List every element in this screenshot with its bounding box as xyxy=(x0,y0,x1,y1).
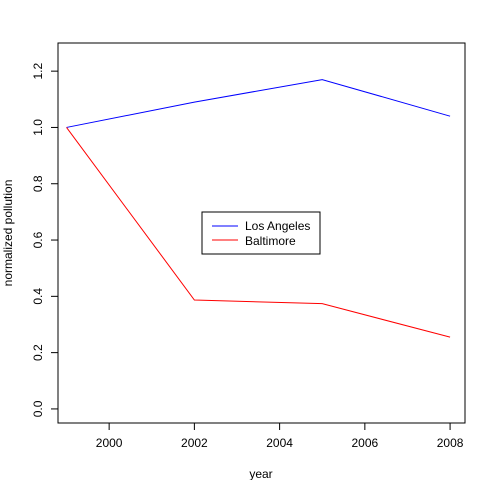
y-axis-label: normalized pollution xyxy=(1,180,15,287)
series-line-baltimore xyxy=(66,127,451,338)
x-tick-label: 2004 xyxy=(266,436,293,450)
y-tick-label: 1.2 xyxy=(31,62,45,79)
y-tick-label: 0.4 xyxy=(31,288,45,305)
x-tick-label: 2006 xyxy=(351,436,378,450)
x-axis-label: year xyxy=(249,467,272,480)
x-tick-label: 2002 xyxy=(181,436,208,450)
legend-label-baltimore: Baltimore xyxy=(245,234,296,248)
y-axis: 0.0 0.2 0.4 0.6 0.8 1.0 1.2 xyxy=(31,62,59,417)
legend: Los Angeles Baltimore xyxy=(201,211,321,255)
y-tick-label: 1.0 xyxy=(31,119,45,136)
y-tick-label: 0.0 xyxy=(31,400,45,417)
series-layer xyxy=(66,79,451,338)
y-tick-label: 0.2 xyxy=(31,344,45,361)
x-axis: 2000 2002 2004 2006 2008 xyxy=(96,422,464,450)
y-tick-label: 0.6 xyxy=(31,231,45,248)
legend-box xyxy=(201,211,321,255)
series-line-los-angeles xyxy=(66,79,451,128)
legend-label-los-angeles: Los Angeles xyxy=(245,219,310,233)
y-tick-label: 0.8 xyxy=(31,175,45,192)
x-tick-label: 2000 xyxy=(96,436,123,450)
x-tick-label: 2008 xyxy=(437,436,464,450)
